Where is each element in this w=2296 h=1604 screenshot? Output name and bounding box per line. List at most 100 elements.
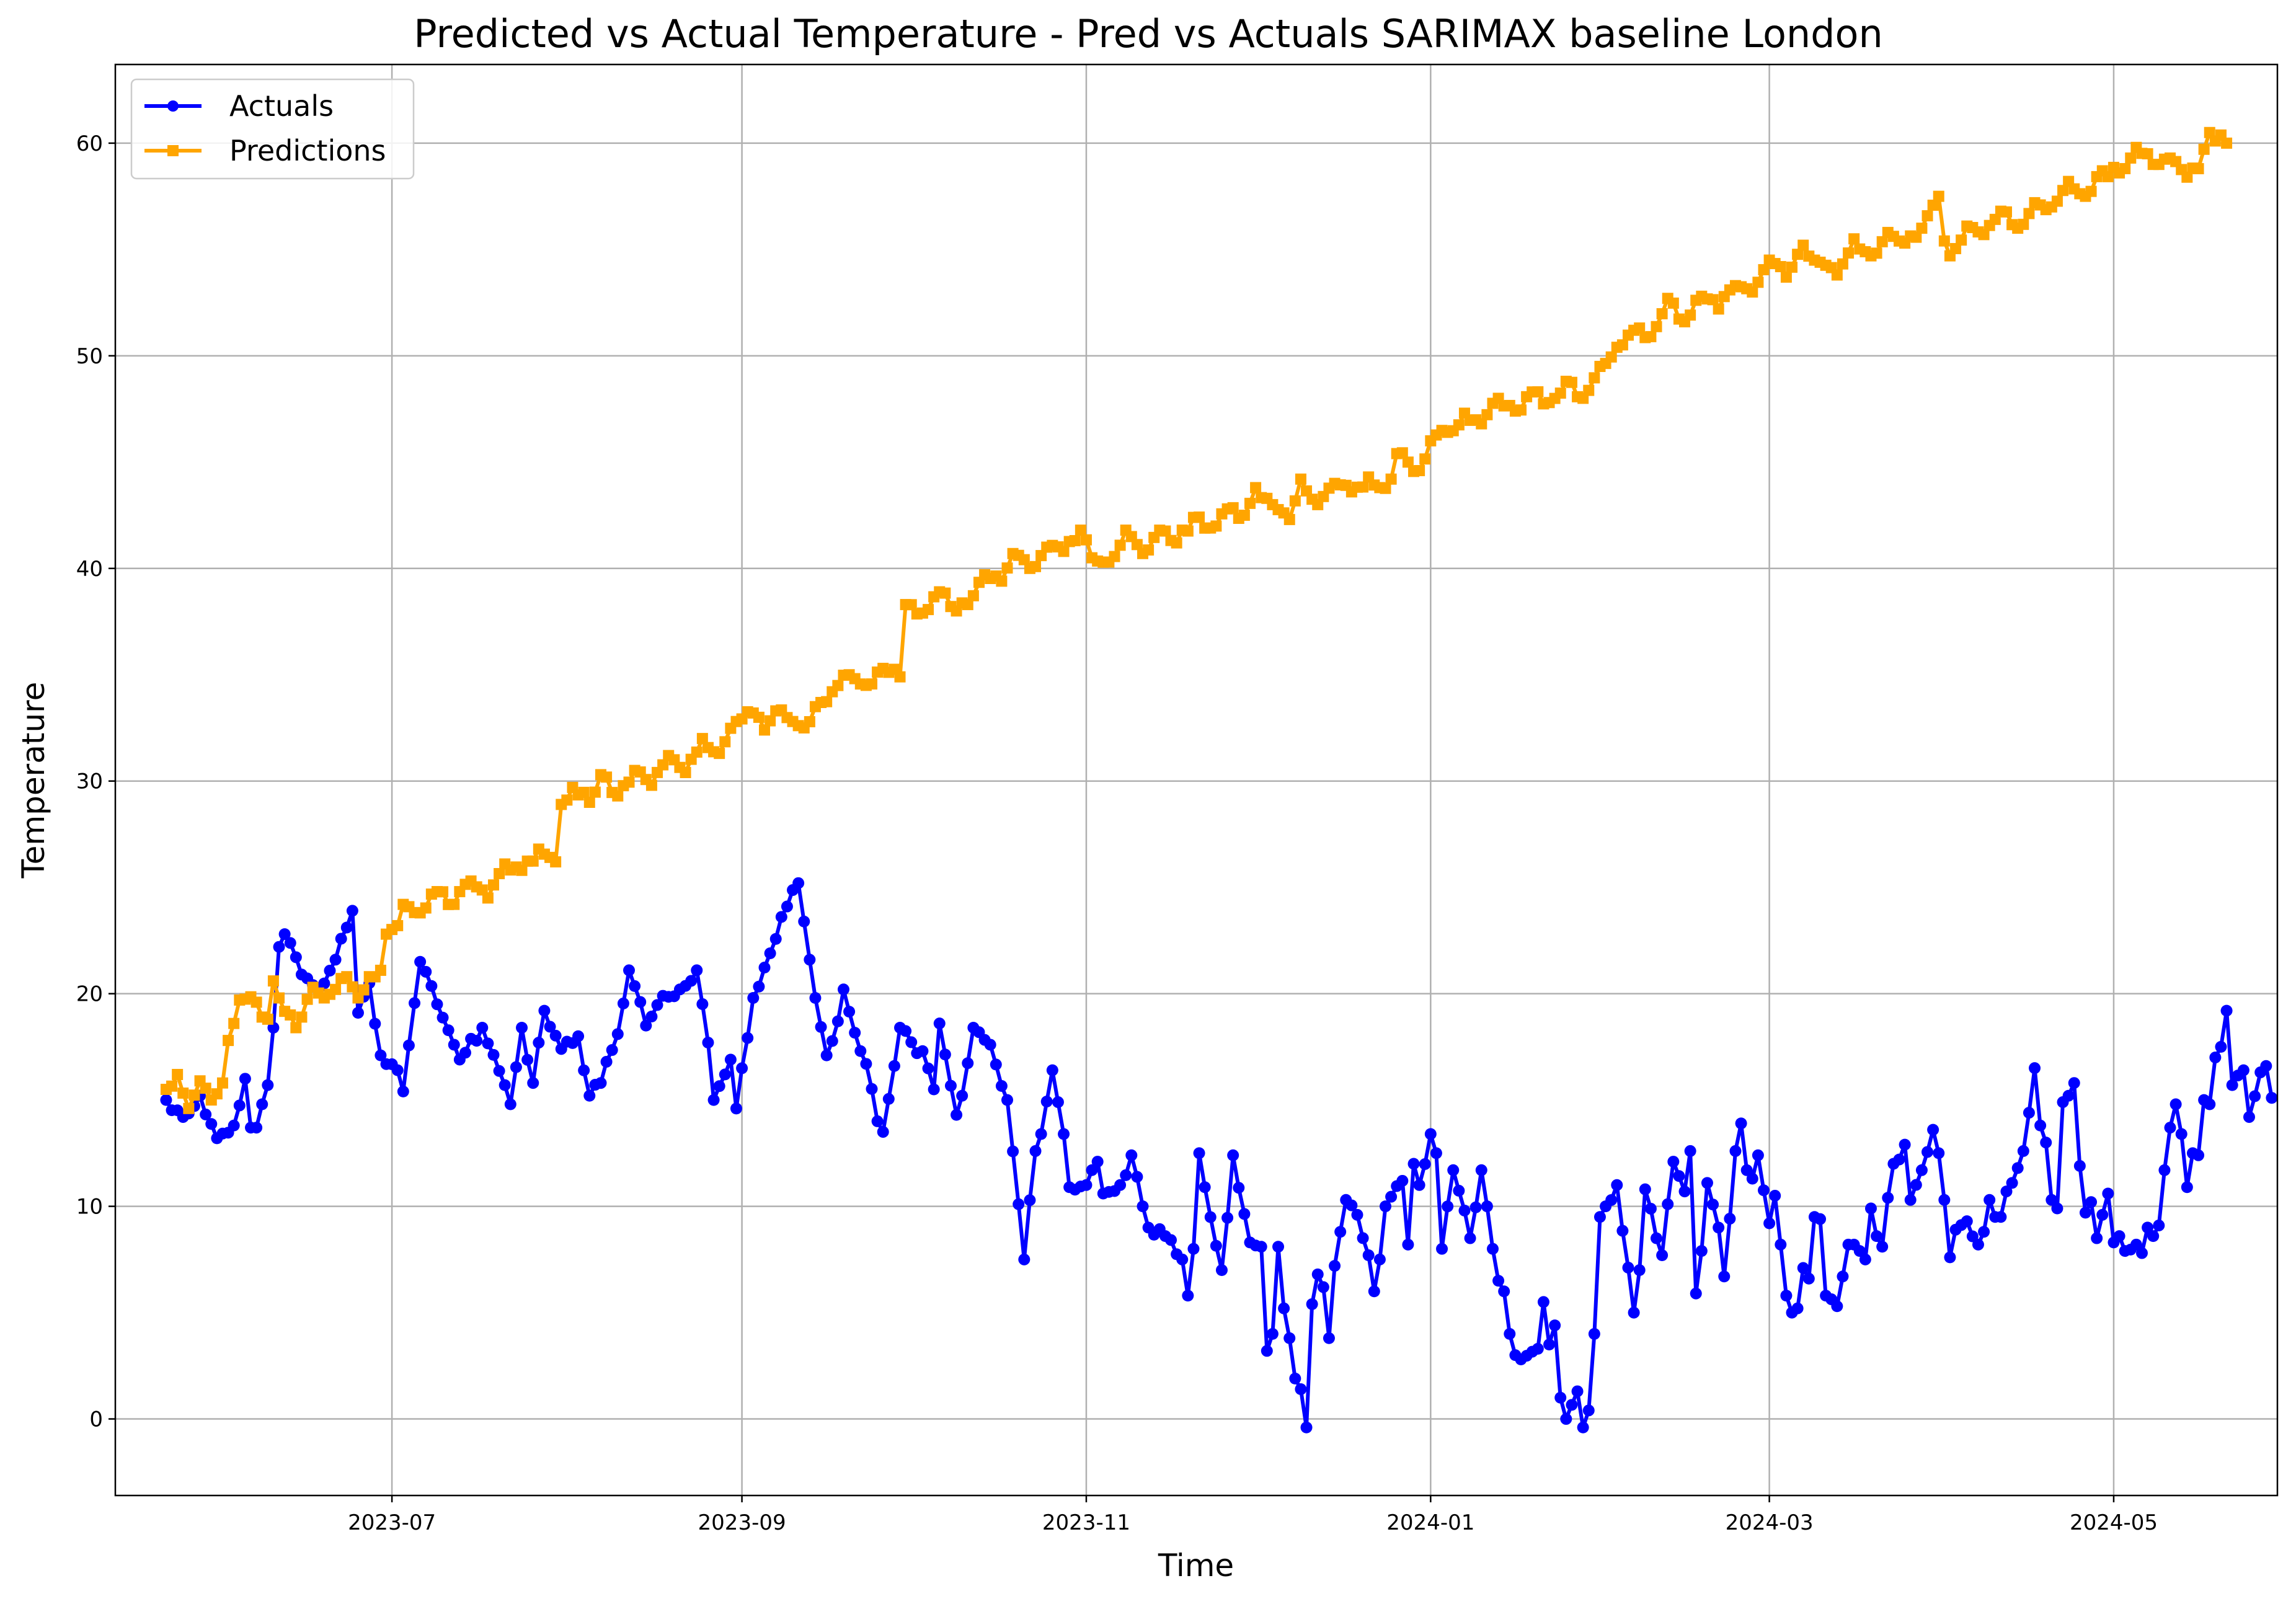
predictions-point [1030,561,1042,572]
predictions-point [866,678,877,690]
predictions-point [494,868,505,880]
actuals-point [2192,1149,2205,1161]
actuals-point [1114,1179,1127,1191]
predictions-point [1910,231,1922,243]
actuals-point [1938,1194,1951,1206]
actuals-point [459,1047,471,1059]
actuals-point [1921,1146,1934,1158]
predictions-point [1481,409,1493,420]
actuals-point [2237,1064,2249,1076]
actuals-point [273,941,285,953]
legend-marker-actuals [167,100,179,112]
actuals-point [1864,1202,1877,1215]
actuals-point [1729,1145,1742,1157]
actuals-point [1566,1399,1578,1411]
actuals-point [2006,1177,2018,1189]
actuals-point [516,1022,528,1034]
predictions-point [290,1022,302,1034]
actuals-point [375,1049,387,1061]
predictions-point [691,747,703,758]
actuals-point [1876,1241,1889,1253]
actuals-point [1187,1243,1200,1255]
actuals-point [1531,1342,1544,1355]
predictions-point [2119,162,2131,174]
actuals-point [1317,1281,1329,1293]
actuals-point [1413,1179,1425,1191]
predictions-point [482,892,494,904]
predictions-point [2051,195,2063,207]
predictions-point [1848,233,1860,245]
predictions-point [1194,511,1205,523]
predictions-point [358,984,370,996]
predictions-point [804,716,815,727]
actuals-point [2029,1062,2041,1075]
actuals-point [634,996,647,1008]
actuals-point [256,1098,268,1110]
predictions-point [1476,418,1487,430]
actuals-point [702,1037,714,1049]
actuals-point [831,1015,844,1027]
actuals-point [1995,1211,2007,1223]
predictions-point [1414,465,1425,477]
actuals-point [990,1058,1002,1071]
predictions-point [301,993,313,1005]
actuals-point [1334,1226,1347,1238]
legend-label-actuals: Actuals [229,89,334,123]
predictions-point [561,794,573,806]
actuals-point [1458,1204,1471,1216]
actuals-point [1775,1238,1787,1251]
actuals-point [905,1036,918,1048]
predictions-point [578,786,590,798]
actuals-point [843,1006,856,1018]
actuals-point [1746,1172,1758,1185]
actuals-point [1814,1213,1827,1225]
actuals-point [1373,1253,1386,1265]
predictions-point [1402,456,1414,468]
actuals-point [583,1089,596,1102]
actuals-point [1137,1200,1149,1213]
actuals-point [651,999,663,1011]
actuals-point [2085,1196,2098,1208]
predictions-point [2198,143,2210,155]
actuals-point [2266,1092,2277,1104]
actuals-point [2220,1004,2233,1017]
actuals-point [1013,1198,1025,1210]
actuals-point [1735,1117,1747,1130]
actuals-point [476,1022,489,1034]
y-tick-label: 10 [76,1195,103,1220]
actuals-point [1402,1238,1414,1251]
predictions-point [1950,242,1962,254]
actuals-point [1984,1194,1996,1206]
actuals-point [933,1017,946,1030]
actuals-point [1667,1156,1680,1168]
actuals-point [1588,1327,1600,1340]
actuals-point [1718,1270,1731,1283]
actuals-point [402,1039,415,1052]
actuals-point [1695,1245,1708,1257]
actuals-point [1029,1145,1042,1157]
predictions-point [1786,261,1798,273]
actuals-point [1040,1096,1053,1108]
predictions-point [2102,171,2114,182]
actuals-point [1684,1145,1696,1157]
predictions-point [1616,339,1628,351]
actuals-point [2164,1122,2176,1134]
actuals-point [482,1037,494,1050]
actuals-point [956,1089,968,1102]
actuals-point [617,997,629,1009]
actuals-point [837,983,849,996]
predictions-point [1210,520,1222,532]
actuals-point [1001,1094,1014,1106]
actuals-point [611,1028,624,1040]
actuals-point [2226,1079,2238,1091]
actuals-point [888,1060,900,1072]
y-tick-label: 60 [76,131,103,156]
actuals-point [707,1094,720,1106]
predictions-point [296,1011,308,1023]
predictions-point [420,902,432,914]
predictions-point [2023,208,2035,219]
predictions-point [516,864,528,876]
actuals-point [804,954,816,966]
actuals-point [1837,1270,1849,1283]
actuals-point [1910,1179,1922,1191]
